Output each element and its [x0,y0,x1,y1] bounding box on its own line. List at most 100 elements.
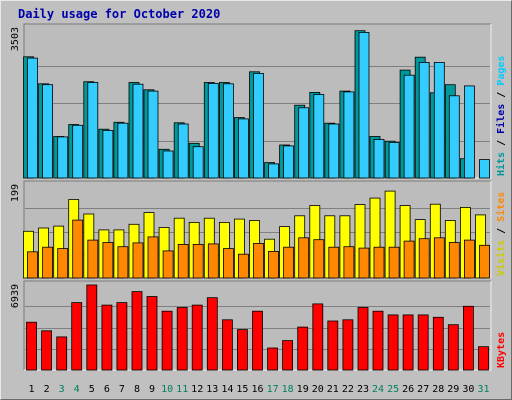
y-max-label: 199 [10,184,21,202]
x-tick-label-3: 3 [59,384,65,395]
bar-kbytes-day-14 [221,319,233,371]
x-tick-label-9: 9 [149,384,155,395]
bar-sites-day-18 [283,246,295,279]
bar-sites-day-30 [463,239,475,279]
bar-kbytes-day-29 [447,324,459,371]
x-tick-label-4: 4 [74,384,80,395]
bar-files-day-3 [57,136,69,179]
bar-kbytes-day-13 [206,297,218,371]
bar-sites-day-17 [268,250,280,279]
bar-files-day-16 [253,73,264,179]
bar-sites-day-2 [42,246,53,279]
bar-kbytes-day-23 [357,307,369,371]
bar-sites-day-8 [132,242,144,279]
bar-kbytes-day-25 [387,314,399,371]
bar-kbytes-day-6 [101,304,113,371]
bar-files-day-4 [72,124,84,179]
bar-sites-day-14 [222,248,234,279]
x-tick-label-1: 1 [28,384,34,395]
x-tick-label-27: 27 [417,384,429,395]
y-max-label: 6939 [10,284,21,308]
x-tick-label-28: 28 [432,384,444,395]
x-tick-label-8: 8 [134,384,140,395]
bar-kbytes-day-21 [327,320,339,371]
bar-files-day-11 [177,123,189,179]
bar-sites-day-19 [298,237,310,279]
chart-title: Daily usage for October 2020 [18,7,220,21]
bar-files-day-5 [87,82,99,179]
x-tick-label-16: 16 [251,384,263,395]
bar-sites-day-6 [102,242,114,279]
x-tick-label-21: 21 [327,384,339,395]
x-tick-label-20: 20 [312,384,324,395]
bar-files-day-26 [403,74,415,179]
legend-separator: / [496,222,507,240]
x-tick-label-26: 26 [402,384,414,395]
x-tick-label-31: 31 [477,384,489,395]
bar-sites-day-3 [57,248,69,279]
bar-files-day-8 [132,83,144,179]
bar-sites-day-5 [87,239,99,279]
bar-files-day-24 [373,139,385,179]
bar-files-day-25 [388,142,400,179]
x-tick-label-24: 24 [372,384,384,395]
bar-kbytes-day-26 [402,314,414,371]
bar-sites-day-13 [207,243,219,279]
x-tick-label-18: 18 [282,384,294,395]
bar-kbytes-day-22 [342,319,354,371]
bar-sites-day-26 [403,240,415,279]
legend-kbytes: KBytes [496,332,507,368]
x-tick-label-25: 25 [387,384,399,395]
x-tick-label-7: 7 [119,384,125,395]
legend-files: Files [495,104,507,134]
bar-files-day-7 [117,122,129,179]
bar-kbytes-day-7 [116,302,128,371]
bar-sites-day-15 [237,253,249,279]
bar-files-day-12 [192,146,204,179]
panel-visits-sites: 199 Visits / Sites [10,180,507,279]
x-tick-label-19: 19 [297,384,309,395]
bar-kbytes-day-8 [131,291,143,371]
x-tick-label-11: 11 [176,384,188,395]
bar-kbytes-day-2 [41,330,52,371]
x-tick-label-14: 14 [221,384,233,395]
bar-kbytes-day-16 [252,310,263,371]
bar-files-day-30 [463,85,475,179]
bar-files-day-13 [207,83,219,179]
bar-files-day-6 [102,130,114,179]
bar-sites-day-10 [162,250,174,279]
bar-kbytes-day-4 [71,302,83,371]
bar-files-day-10 [162,150,174,179]
bar-files-day-17 [268,163,280,179]
bar-files-day-27 [418,62,430,179]
bar-kbytes-day-12 [191,304,203,371]
bar-files-day-23 [358,32,370,179]
x-tick-label-12: 12 [191,384,203,395]
bar-sites-day-22 [343,246,355,279]
panel-hits-files-pages: 3503 Hits / Files / Pages [10,23,507,179]
bar-files-day-1 [27,57,38,179]
bar-kbytes-day-28 [432,316,444,371]
legend-hits: Hits [495,152,507,176]
bar-sites-day-25 [388,246,400,279]
bar-sites-day-23 [358,247,370,279]
bar-sites-day-29 [448,242,460,279]
bar-kbytes-day-30 [462,305,474,371]
bar-kbytes-day-11 [176,307,188,371]
legend-separator: / [496,134,507,152]
legend-visits-sites: Visits / Sites [495,192,507,276]
bar-sites-day-27 [418,238,430,279]
bar-kbytes-day-1 [26,321,37,371]
x-tick-label-13: 13 [206,384,218,395]
bar-sites-day-9 [147,236,159,279]
legend-separator: / [496,86,507,104]
x-tick-label-2: 2 [44,384,50,395]
bar-files-day-18 [283,145,295,179]
bar-sites-day-4 [72,219,84,279]
x-tick-label-15: 15 [236,384,248,395]
bar-files-day-29 [448,95,460,179]
bar-files-day-9 [147,90,159,179]
bar-files-day-15 [237,118,249,179]
legend-kbytes: KBytes [496,332,507,368]
x-tick-label-23: 23 [357,384,369,395]
